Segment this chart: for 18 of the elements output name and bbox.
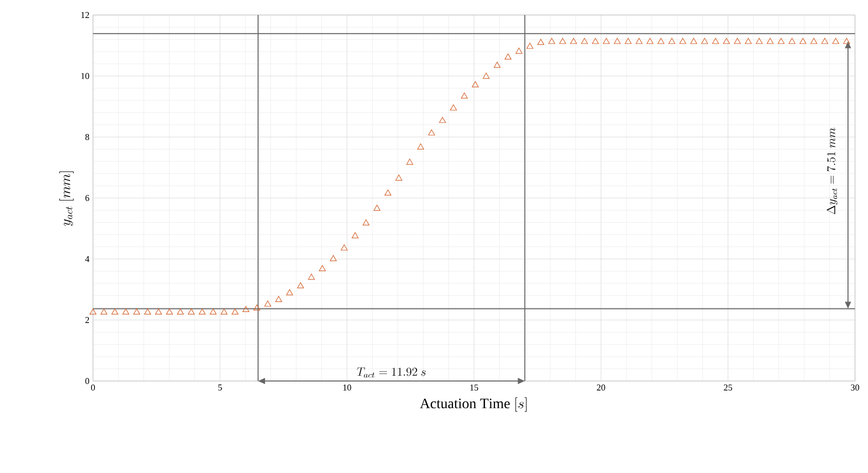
annotation: $T_{act} = 11.92\ s$	[356, 368, 426, 378]
y-tick-label: 4	[85, 256, 90, 262]
y-tick-label: 10	[81, 72, 90, 80]
x-tick-label: 15	[470, 384, 478, 391]
y-axis-title: $y_{act}\ [mm]$	[59, 171, 74, 226]
x-axis-title: $\mathrm{Actuation\ Time}\ [s]$	[420, 397, 527, 412]
annotation: $\Delta y_{act} = 7.51\ mm$	[826, 128, 838, 214]
y-tick-label: 6	[85, 194, 90, 202]
x-tick-label: 30	[850, 384, 860, 391]
x-tick-label: 25	[724, 384, 732, 391]
x-tick-label: 20	[596, 384, 606, 391]
x-tick-label: 5	[218, 384, 222, 390]
y-tick-label: 8	[85, 134, 90, 140]
y-tick-label: 12	[81, 12, 89, 18]
x-tick-label: 10	[343, 384, 352, 391]
y-tick-label: 0	[85, 378, 90, 384]
x-tick-label: 0	[91, 384, 95, 391]
y-tick-label: 2	[85, 317, 89, 323]
